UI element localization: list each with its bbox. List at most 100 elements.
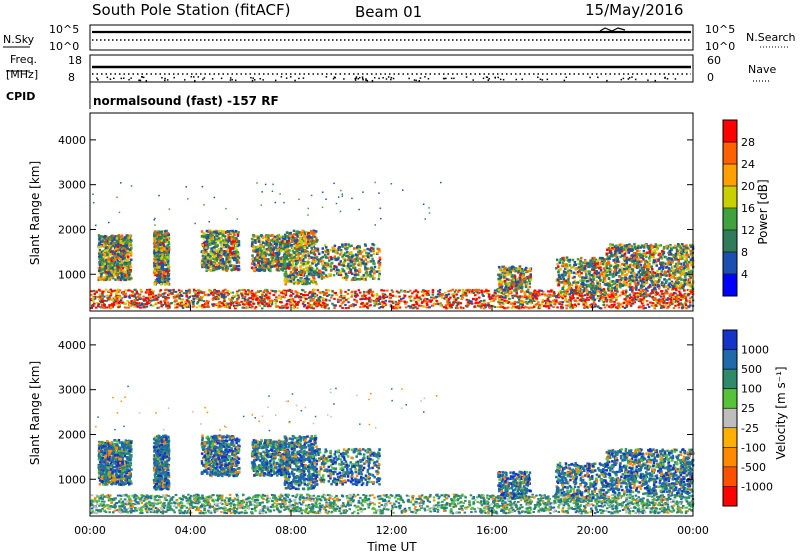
echo-cell	[614, 289, 617, 292]
echo-cell	[115, 256, 118, 260]
echo-cell	[333, 297, 336, 300]
echo-cell	[634, 298, 638, 301]
echo-cell	[681, 306, 684, 309]
echo-cell	[123, 274, 127, 278]
echo-cell	[98, 252, 101, 255]
echo-cell	[499, 305, 503, 308]
echo-cell	[690, 291, 693, 294]
echo-cell	[544, 299, 548, 302]
echo-cell	[404, 302, 407, 305]
echo-cell	[190, 301, 193, 304]
echo-cell	[672, 296, 675, 299]
echo-cell	[119, 299, 123, 302]
echo-cell	[98, 269, 101, 272]
echo-cell	[98, 251, 101, 254]
echo-cell	[124, 252, 127, 256]
echo-cell	[580, 294, 583, 297]
echo-cell	[116, 297, 119, 300]
echo-cell	[274, 264, 278, 267]
echo-cell	[205, 303, 208, 306]
freq-label-2: [MHz]	[6, 68, 38, 81]
echo-cell	[136, 304, 139, 307]
echo-cell	[654, 298, 658, 301]
echo-cell	[333, 292, 337, 295]
echo-cell	[529, 297, 532, 300]
freq-strip: Freq. [MHz] 18 8 60 0 Nave	[6, 53, 776, 84]
echo-cell	[230, 251, 234, 255]
echo-cell	[103, 277, 106, 280]
echo-cell	[175, 298, 178, 301]
echo-cell	[469, 302, 472, 305]
echo-cell	[185, 299, 189, 302]
echo-cell	[180, 300, 184, 303]
echo-cell	[384, 295, 387, 297]
nave-point	[229, 77, 232, 79]
echo-cell	[350, 294, 354, 297]
echo-cell	[147, 298, 150, 301]
echo-cell	[97, 278, 101, 282]
echo-cell	[256, 290, 260, 293]
echo-cell	[323, 302, 326, 305]
echo-cell	[347, 306, 350, 309]
echo-cell	[517, 305, 521, 308]
echo-cell	[476, 291, 479, 294]
echo-cell	[113, 246, 117, 249]
echo-cell	[113, 248, 117, 252]
echo-cell	[660, 305, 663, 308]
echo-cell	[197, 292, 200, 295]
echo-cell	[413, 296, 417, 299]
echo-cell	[450, 303, 453, 306]
echo-cell	[212, 304, 215, 307]
echo-cell	[150, 299, 153, 302]
echo-cell	[369, 300, 372, 303]
echo-cell	[551, 301, 554, 304]
echo-cell	[153, 264, 157, 268]
echo-cell	[102, 278, 106, 282]
echo-cell	[662, 306, 666, 309]
echo-cell	[190, 295, 193, 297]
nave-point	[453, 77, 455, 80]
echo-cell	[524, 294, 527, 297]
echo-cell	[205, 229, 209, 233]
echo-cell	[531, 297, 535, 300]
echo-cell	[461, 288, 464, 291]
echo-cell	[502, 293, 506, 296]
echo-cell	[280, 245, 283, 248]
echo-cell	[112, 300, 115, 303]
echo-cell	[302, 294, 305, 297]
echo-cell	[290, 289, 294, 292]
echo-cell	[125, 262, 128, 265]
echo-cell	[255, 268, 259, 272]
echo-cell	[105, 242, 108, 245]
echo-cell	[98, 288, 101, 291]
echo-cell	[565, 300, 568, 303]
nave-point	[120, 77, 123, 80]
echo-cell	[191, 301, 195, 304]
echo-cell	[314, 230, 318, 233]
echo-cell	[108, 295, 111, 298]
nave-point	[354, 79, 357, 81]
echo-cell	[318, 300, 321, 303]
echo-cell	[120, 244, 123, 247]
echo-cell	[520, 300, 523, 303]
echo-cell	[402, 297, 405, 300]
echo-cell	[479, 306, 483, 309]
echo-cell	[226, 305, 230, 308]
echo-cell	[344, 307, 348, 310]
echo-cell	[152, 304, 155, 307]
echo-cell	[610, 291, 613, 294]
echo-cell	[417, 299, 420, 302]
echo-cell	[267, 234, 270, 237]
echo-cell	[328, 293, 331, 296]
nave-point	[361, 77, 364, 80]
echo-cell	[586, 296, 589, 299]
echo-cell	[123, 292, 126, 295]
nave-point	[424, 76, 426, 78]
echo-cell	[280, 295, 284, 298]
echo-cell	[451, 303, 454, 306]
echo-cell	[276, 248, 279, 252]
echo-cell	[133, 299, 136, 302]
echo-cell	[219, 259, 222, 262]
echo-cell	[184, 302, 188, 305]
echo-cell	[154, 260, 158, 264]
